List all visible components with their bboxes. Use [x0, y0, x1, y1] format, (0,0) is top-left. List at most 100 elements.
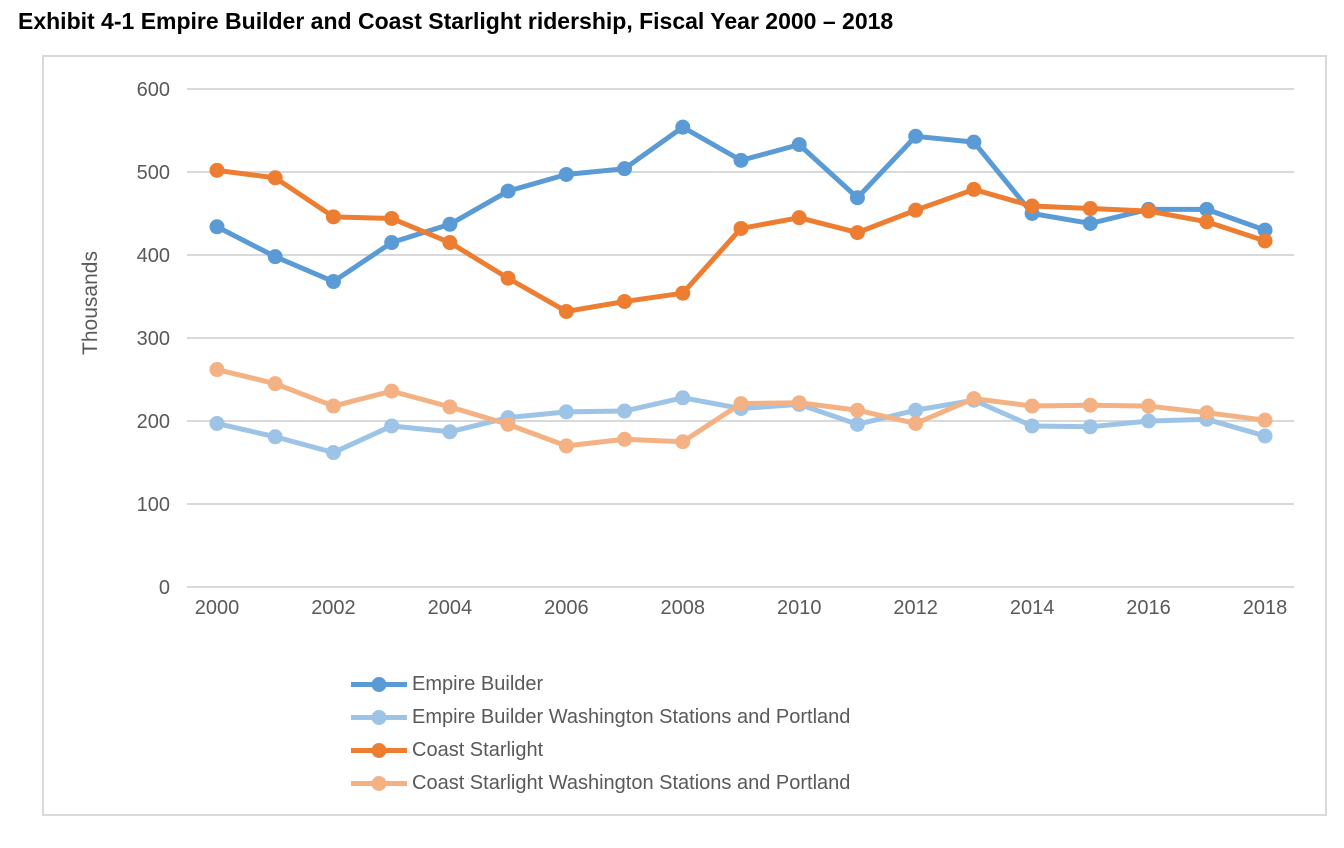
chart-panel: 0 100 200 300 400 500 600 Thousands 2000 2002 2004… [42, 55, 1327, 816]
data-point-coast-starlight-washington-stations-and-portland-2006 [558, 438, 574, 454]
legend-item-coast-starlight-washington: Coast Starlight Washington Stations and … [351, 767, 850, 800]
data-point-coast-starlight-washington-stations-and-portland-2000 [209, 362, 225, 378]
data-point-coast-starlight-2014 [1024, 198, 1040, 214]
data-point-coast-starlight-washington-stations-and-portland-2013 [966, 391, 982, 407]
data-point-empire-builder-2004 [442, 216, 458, 232]
data-point-coast-starlight-washington-stations-and-portland-2004 [442, 399, 458, 415]
legend-marker-dot [371, 677, 387, 692]
data-point-coast-starlight-2016 [1141, 203, 1157, 219]
data-point-empire-builder-2012 [908, 128, 924, 144]
legend-marker-dot [371, 710, 387, 725]
x-tick-label-2016: 2016 [1126, 597, 1171, 619]
x-tick-label-2008: 2008 [661, 597, 706, 619]
data-point-empire-builder-2007 [617, 161, 633, 177]
series-line-empire-builder [214, 124, 1268, 285]
data-point-coast-starlight-washington-stations-and-portland-2008 [675, 434, 691, 450]
legend-item-empire-builder-washington: Empire Builder Washington Stations and P… [351, 701, 850, 734]
data-point-empire-builder-washington-stations-and-portland-2004 [442, 424, 458, 440]
data-point-empire-builder-washington-stations-and-portland-2003 [384, 418, 400, 434]
data-point-coast-starlight-2002 [325, 209, 341, 225]
data-point-coast-starlight-washington-stations-and-portland-2016 [1141, 398, 1157, 414]
data-point-empire-builder-washington-stations-and-portland-2000 [209, 415, 225, 431]
x-tick-label-2012: 2012 [893, 597, 938, 619]
data-point-coast-starlight-2007 [617, 293, 633, 309]
data-point-empire-builder-2017 [1199, 201, 1215, 217]
y-tick-label-200: 200 [137, 411, 170, 433]
data-point-empire-builder-washington-stations-and-portland-2015 [1082, 419, 1098, 435]
series-line-coast-starlight [214, 167, 1268, 314]
data-point-empire-builder-2013 [966, 134, 982, 150]
data-point-coast-starlight-2001 [267, 170, 283, 186]
data-point-coast-starlight-2013 [966, 181, 982, 197]
data-point-empire-builder-washington-stations-and-portland-2002 [325, 445, 341, 461]
data-point-empire-builder-2000 [209, 219, 225, 235]
data-point-empire-builder-2005 [500, 183, 516, 199]
x-tick-label-2006: 2006 [544, 597, 589, 619]
data-point-coast-starlight-2003 [384, 210, 400, 226]
legend-marker-empire-builder-washington [351, 710, 407, 725]
data-point-coast-starlight-2010 [791, 210, 807, 226]
data-point-coast-starlight-2004 [442, 235, 458, 251]
data-point-coast-starlight-washington-stations-and-portland-2003 [384, 383, 400, 399]
data-point-empire-builder-washington-stations-and-portland-2007 [617, 403, 633, 419]
data-point-coast-starlight-washington-stations-and-portland-2011 [849, 402, 865, 418]
data-point-coast-starlight-2009 [733, 220, 749, 236]
data-point-empire-builder-2001 [267, 249, 283, 265]
legend-label-empire-builder: Empire Builder [412, 673, 544, 695]
data-point-coast-starlight-washington-stations-and-portland-2002 [325, 398, 341, 414]
legend-marker-coast-starlight-washington [351, 776, 407, 791]
data-point-coast-starlight-washington-stations-and-portland-2007 [617, 431, 633, 447]
data-point-coast-starlight-2000 [209, 162, 225, 178]
data-point-empire-builder-washington-stations-and-portland-2012 [908, 402, 924, 418]
data-point-coast-starlight-2011 [849, 225, 865, 241]
y-tick-label-600: 600 [137, 79, 170, 101]
data-point-empire-builder-washington-stations-and-portland-2006 [558, 404, 574, 420]
y-tick-label-100: 100 [137, 494, 170, 516]
legend-marker-empire-builder [351, 677, 407, 692]
data-point-coast-starlight-2008 [675, 285, 691, 301]
data-point-coast-starlight-washington-stations-and-portland-2014 [1024, 398, 1040, 414]
data-point-empire-builder-washington-stations-and-portland-2016 [1141, 413, 1157, 429]
data-point-empire-builder-2018 [1257, 222, 1273, 238]
x-tick-label-2018: 2018 [1243, 597, 1288, 619]
data-point-empire-builder-2011 [849, 190, 865, 206]
legend-label-empire-builder-washington: Empire Builder Washington Stations and P… [412, 706, 851, 728]
legend-marker-dot [371, 776, 387, 791]
data-point-empire-builder-2002 [325, 274, 341, 290]
data-point-empire-builder-2010 [791, 137, 807, 153]
x-tick-label-2002: 2002 [311, 597, 356, 619]
data-point-empire-builder-washington-stations-and-portland-2014 [1024, 418, 1040, 434]
data-point-coast-starlight-washington-stations-and-portland-2001 [267, 376, 283, 392]
x-tick-label-2004: 2004 [428, 597, 473, 619]
data-point-coast-starlight-washington-stations-and-portland-2018 [1257, 412, 1273, 428]
data-point-coast-starlight-washington-stations-and-portland-2005 [500, 416, 516, 432]
data-point-coast-starlight-washington-stations-and-portland-2015 [1082, 397, 1098, 413]
data-point-coast-starlight-2018 [1257, 233, 1273, 249]
data-point-coast-starlight-2006 [558, 303, 574, 319]
x-tick-label-2014: 2014 [1010, 597, 1055, 619]
data-point-coast-starlight-2005 [500, 270, 516, 286]
legend-label-coast-starlight: Coast Starlight [412, 739, 544, 761]
data-point-empire-builder-2009 [733, 152, 749, 168]
line-chart: 0 100 200 300 400 500 600 Thousands 2000 2002 2004… [79, 79, 1294, 619]
data-point-empire-builder-washington-stations-and-portland-2018 [1257, 428, 1273, 444]
legend-marker-coast-starlight [351, 743, 407, 758]
data-point-empire-builder-washington-stations-and-portland-2008 [675, 390, 691, 406]
data-point-empire-builder-2003 [384, 235, 400, 251]
data-point-empire-builder-2008 [675, 119, 691, 135]
data-point-empire-builder-washington-stations-and-portland-2011 [849, 416, 865, 432]
y-tick-label-300: 300 [137, 328, 170, 350]
y-tick-label-0: 0 [159, 577, 170, 599]
data-point-coast-starlight-2015 [1082, 201, 1098, 217]
legend-marker-dot [371, 743, 387, 758]
legend-item-coast-starlight: Coast Starlight [351, 734, 850, 767]
data-point-empire-builder-washington-stations-and-portland-2001 [267, 429, 283, 445]
exhibit-title: Exhibit 4-1 Empire Builder and Coast Sta… [18, 8, 894, 34]
data-point-coast-starlight-washington-stations-and-portland-2012 [908, 415, 924, 431]
data-point-coast-starlight-2012 [908, 202, 924, 218]
data-point-empire-builder-2015 [1082, 215, 1098, 231]
data-point-coast-starlight-2017 [1199, 214, 1215, 230]
y-tick-label-500: 500 [137, 162, 170, 184]
chart-legend: Empire Builder Empire Builder Washington… [351, 668, 850, 800]
